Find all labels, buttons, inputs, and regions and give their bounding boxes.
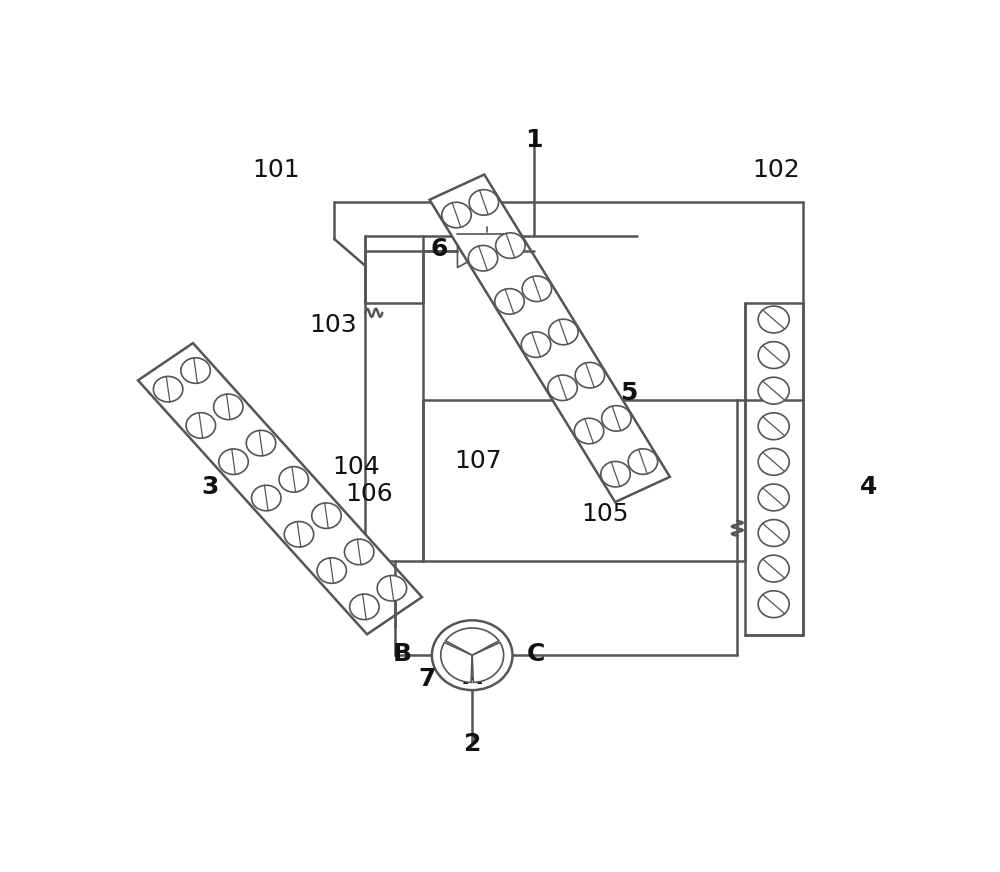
Circle shape: [758, 412, 789, 439]
Circle shape: [601, 461, 630, 487]
Text: A: A: [463, 664, 482, 689]
Circle shape: [574, 419, 604, 444]
Polygon shape: [446, 628, 499, 655]
Circle shape: [758, 448, 789, 475]
Circle shape: [522, 276, 552, 302]
Text: 3: 3: [202, 475, 219, 500]
Circle shape: [312, 503, 341, 528]
Circle shape: [317, 558, 346, 583]
Circle shape: [468, 245, 498, 271]
Polygon shape: [487, 235, 516, 268]
Circle shape: [496, 233, 525, 258]
Circle shape: [246, 431, 276, 456]
Circle shape: [575, 363, 605, 388]
Polygon shape: [441, 643, 472, 683]
Text: 7: 7: [419, 667, 436, 691]
Text: 104: 104: [332, 455, 380, 480]
Text: 4: 4: [860, 475, 878, 500]
Circle shape: [758, 484, 789, 511]
Circle shape: [549, 319, 578, 344]
Circle shape: [350, 594, 379, 620]
Circle shape: [602, 405, 631, 431]
Circle shape: [758, 520, 789, 547]
Text: 6: 6: [430, 237, 448, 261]
Circle shape: [153, 377, 183, 402]
Circle shape: [521, 332, 551, 358]
Circle shape: [284, 521, 314, 547]
Circle shape: [279, 467, 308, 492]
Text: 107: 107: [454, 448, 501, 473]
Text: 1: 1: [525, 127, 543, 152]
Circle shape: [219, 449, 248, 474]
Text: 2: 2: [464, 732, 481, 756]
Text: 103: 103: [309, 313, 357, 337]
Circle shape: [548, 375, 577, 400]
Circle shape: [628, 449, 658, 474]
Circle shape: [432, 620, 512, 690]
Polygon shape: [430, 174, 670, 502]
Text: 102: 102: [752, 159, 800, 182]
Circle shape: [758, 378, 789, 404]
Circle shape: [252, 485, 281, 511]
Text: 101: 101: [252, 159, 300, 182]
Polygon shape: [472, 643, 504, 683]
Circle shape: [186, 412, 216, 439]
Circle shape: [495, 289, 524, 314]
Circle shape: [442, 202, 471, 228]
Text: 106: 106: [345, 482, 393, 506]
Text: B: B: [393, 642, 412, 666]
Text: 5: 5: [620, 381, 637, 405]
Circle shape: [469, 190, 499, 215]
Circle shape: [758, 306, 789, 333]
Text: C: C: [527, 642, 545, 666]
Circle shape: [377, 576, 407, 601]
Text: 105: 105: [582, 502, 629, 526]
Circle shape: [181, 358, 210, 384]
Circle shape: [344, 539, 374, 565]
Circle shape: [214, 394, 243, 419]
Polygon shape: [457, 235, 487, 268]
Circle shape: [758, 590, 789, 617]
Polygon shape: [138, 343, 422, 634]
Circle shape: [758, 342, 789, 369]
Circle shape: [758, 555, 789, 582]
